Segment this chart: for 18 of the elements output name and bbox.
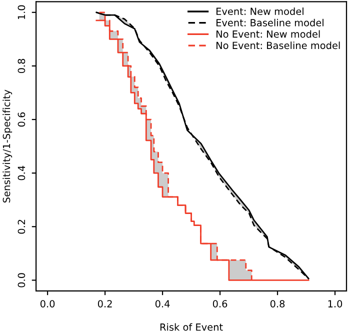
x-axis-title: Risk of Event	[160, 323, 223, 331]
legend-label: Event: Baseline model	[216, 18, 324, 26]
x-tick-label: 0.2	[98, 300, 112, 308]
y-tick-label: 0.2	[18, 220, 26, 234]
y-tick-label: 0.4	[18, 166, 26, 180]
x-tick-label: 1.0	[328, 300, 342, 308]
x-tick-label: 0.0	[40, 300, 55, 308]
y-tick-label: 0.0	[18, 273, 26, 288]
x-tick-label: 0.6	[212, 300, 228, 308]
legend-label: Event: New model	[216, 8, 304, 16]
legend-label: No Event: Baseline model	[216, 42, 340, 50]
y-axis-title: Sensitivity/1-Specificity	[2, 90, 12, 202]
y-tick-label: 0.8	[18, 58, 26, 74]
x-tick-label: 0.4	[155, 300, 170, 308]
y-tick-label: 0.6	[18, 112, 26, 127]
y-tick-label: 1.0	[18, 5, 26, 20]
legend-label: No Event: New model	[216, 30, 320, 38]
x-tick-label: 0.8	[270, 300, 285, 308]
